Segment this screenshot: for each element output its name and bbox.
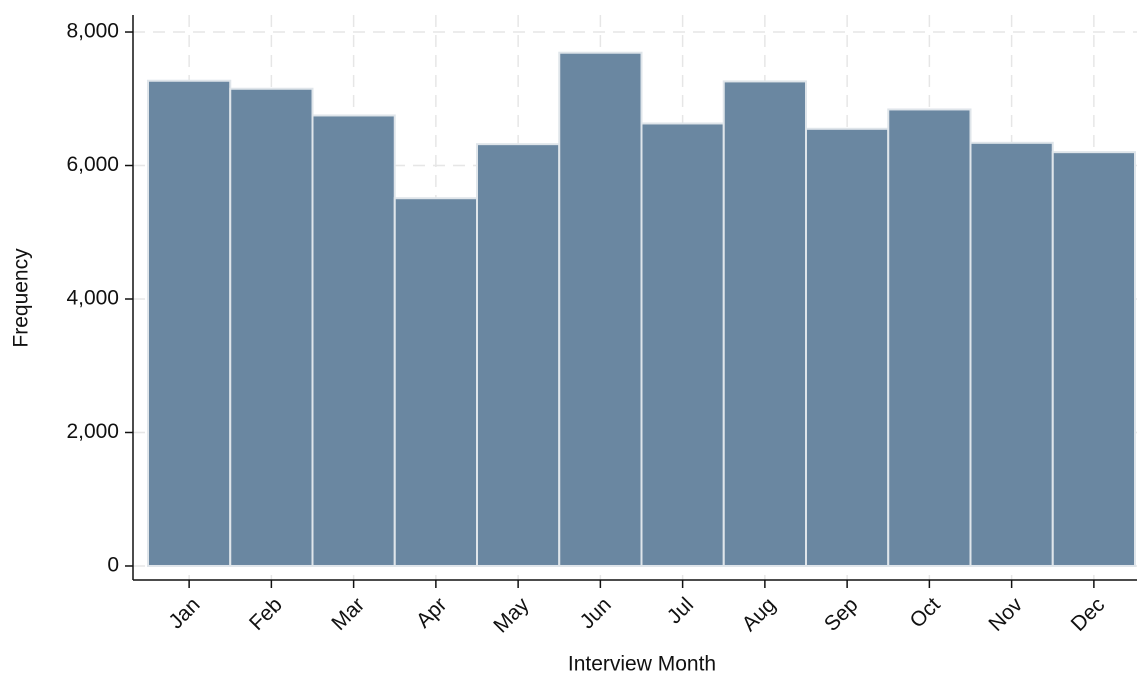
y-tick-label: 4,000 bbox=[66, 287, 119, 310]
x-tick-label: Jan bbox=[164, 593, 204, 633]
y-tick-label: 0 bbox=[107, 554, 119, 577]
y-tick-label: 6,000 bbox=[66, 153, 119, 176]
bar bbox=[393, 197, 478, 567]
bar bbox=[476, 143, 561, 567]
x-tick-label: Sep bbox=[820, 593, 863, 636]
x-tick-label: Aug bbox=[738, 593, 781, 636]
x-tick-label: May bbox=[489, 593, 534, 638]
x-tick-label: Apr bbox=[412, 593, 451, 632]
y-axis-title: Frequency bbox=[10, 248, 33, 348]
bar bbox=[229, 87, 314, 567]
x-tick-label: Jun bbox=[576, 593, 616, 633]
y-tick-label: 2,000 bbox=[66, 420, 119, 443]
bar bbox=[805, 127, 890, 567]
bar bbox=[1051, 151, 1136, 567]
x-tick-label: Dec bbox=[1067, 593, 1110, 636]
bar bbox=[311, 114, 396, 567]
x-tick-label: Jul bbox=[663, 593, 698, 628]
x-tick-label: Oct bbox=[905, 593, 944, 632]
bar bbox=[969, 141, 1054, 567]
bar bbox=[147, 79, 232, 567]
x-axis-title: Interview Month bbox=[568, 653, 716, 675]
bar bbox=[640, 122, 725, 567]
x-tick-label: Mar bbox=[327, 593, 369, 635]
y-tick-label: 8,000 bbox=[66, 20, 119, 43]
bar bbox=[722, 80, 807, 567]
x-tick-label: Feb bbox=[245, 593, 287, 635]
bar bbox=[887, 108, 972, 567]
bar bbox=[558, 51, 643, 567]
x-tick-label: Nov bbox=[984, 593, 1027, 636]
